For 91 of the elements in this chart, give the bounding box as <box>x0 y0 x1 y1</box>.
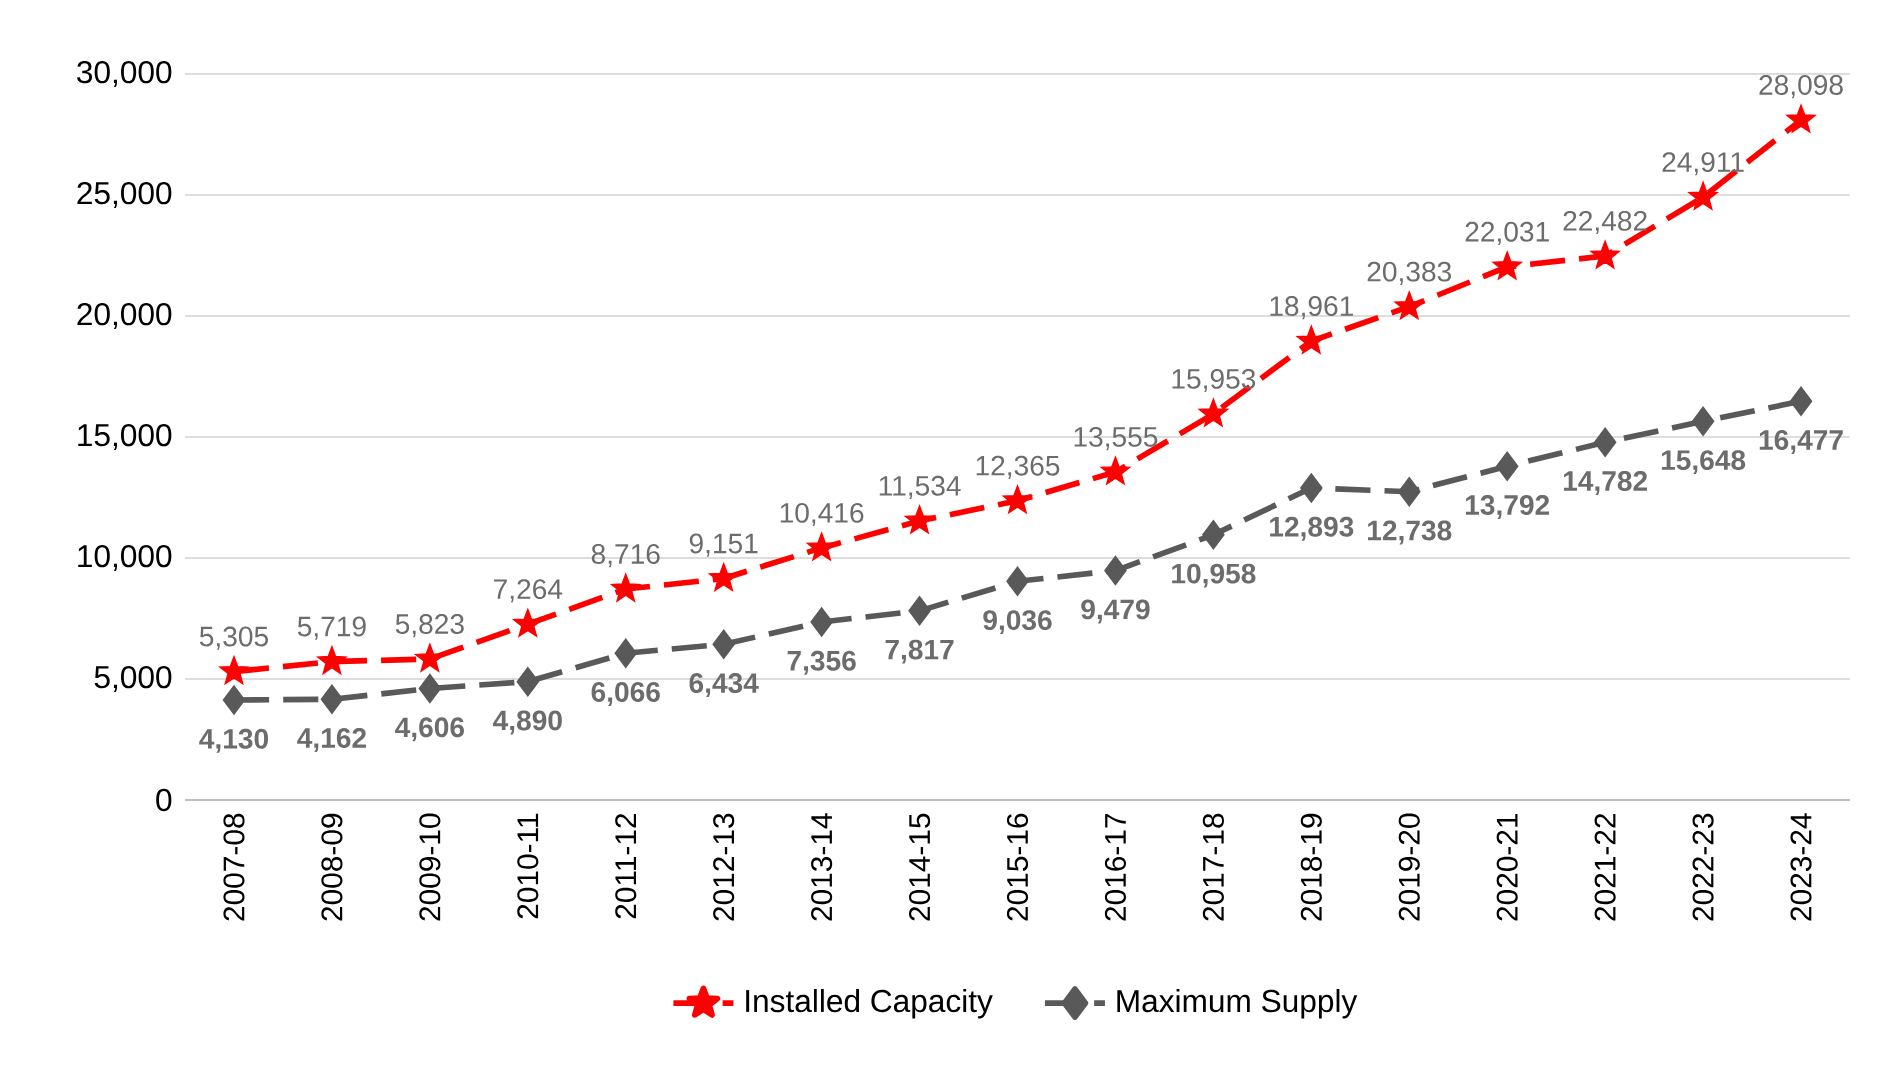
y-tick-label: 30,000 <box>77 60 172 88</box>
x-tick-label: 2010-11 <box>517 813 539 919</box>
data-label: 14,782 <box>1563 471 1647 496</box>
x-tick-label: 2014-15 <box>909 813 931 921</box>
point <box>712 629 735 660</box>
y-tick-label: 0 <box>156 788 172 812</box>
legend-label: Installed Capacity <box>746 988 993 1019</box>
data-label: 5,823 <box>395 614 464 638</box>
data-label: 12,365 <box>976 455 1060 479</box>
data-label: 11,534 <box>879 475 961 500</box>
legend-label: Maximum Supply <box>1117 988 1358 1019</box>
data-label: 20,383 <box>1367 261 1451 285</box>
x-tick-label: 2023-24 <box>1790 813 1812 921</box>
point <box>1100 456 1131 485</box>
y-tick-label: 5,000 <box>94 665 172 693</box>
data-label: 15,953 <box>1172 368 1256 393</box>
data-label: 6,434 <box>689 673 759 698</box>
data-label: 9,479 <box>1081 599 1150 624</box>
data-label: 4,162 <box>297 728 366 753</box>
x-tick-label: 2009-10 <box>419 813 441 921</box>
point <box>1786 104 1816 133</box>
x-tick-label: 2022-23 <box>1692 813 1714 921</box>
data-label: 5,719 <box>297 616 366 640</box>
data-label: 9,151 <box>689 533 758 557</box>
point <box>219 656 249 685</box>
point <box>1198 398 1229 427</box>
point <box>614 638 637 668</box>
data-label: 4,606 <box>395 717 464 742</box>
point <box>611 573 641 602</box>
point <box>1202 520 1225 550</box>
point <box>1002 485 1033 514</box>
x-tick-label: 2008-09 <box>321 813 343 921</box>
x-tick-label: 2021-22 <box>1594 813 1616 921</box>
point <box>1593 427 1617 458</box>
point <box>513 608 543 637</box>
point <box>1590 240 1620 269</box>
point <box>1688 181 1718 210</box>
point <box>1394 291 1425 320</box>
y-tick-label: 20,000 <box>77 302 172 330</box>
x-tick-label: 2007-08 <box>223 813 245 921</box>
point <box>1398 476 1421 507</box>
data-label: 28,098 <box>1759 75 1843 99</box>
x-tick-label: 2016-17 <box>1104 813 1126 921</box>
x-tick-label: 2018-19 <box>1300 813 1322 921</box>
point <box>810 607 833 637</box>
data-label: 7,356 <box>787 650 856 675</box>
x-tick-label: 2011-12 <box>615 813 637 919</box>
data-label: 4,130 <box>199 728 269 753</box>
point <box>1300 473 1323 503</box>
x-tick-label: 2017-18 <box>1202 813 1224 921</box>
point <box>1691 406 1715 437</box>
data-label: 22,031 <box>1465 221 1549 246</box>
y-tick-label: 10,000 <box>78 544 172 572</box>
x-tick-label: 2015-16 <box>1006 813 1029 921</box>
y-tick-label: 25,000 <box>77 181 172 209</box>
x-tick-label: 2020-21 <box>1496 813 1518 921</box>
data-label: 16,477 <box>1759 430 1843 455</box>
data-label: 7,264 <box>494 579 563 603</box>
data-label: 13,792 <box>1465 495 1550 520</box>
point <box>1495 451 1519 481</box>
point <box>1492 251 1522 280</box>
point <box>1789 386 1813 417</box>
data-label: 18,961 <box>1270 296 1353 320</box>
x-tick-label: 2013-14 <box>811 813 833 921</box>
data-label: 9,036 <box>983 610 1052 635</box>
data-label: 24,911 <box>1662 152 1744 176</box>
data-label: 13,555 <box>1074 426 1158 451</box>
data-label: 12,893 <box>1270 516 1354 541</box>
point <box>908 596 931 626</box>
point <box>1006 566 1029 597</box>
data-label: 10,416 <box>780 502 864 527</box>
data-label: 5,305 <box>199 626 268 650</box>
y-tick-label: 15,000 <box>78 423 172 451</box>
point <box>222 685 246 715</box>
point <box>904 505 935 534</box>
point <box>320 684 344 715</box>
data-label: 22,482 <box>1563 210 1647 235</box>
x-tick-label: 2019-20 <box>1398 813 1420 921</box>
data-label: 10,958 <box>1172 563 1256 588</box>
data-label: 7,817 <box>885 639 954 664</box>
point <box>415 643 445 672</box>
point <box>1104 555 1127 586</box>
x-tick-label: 2012-13 <box>713 813 735 921</box>
data-label: 4,890 <box>493 710 562 735</box>
point <box>317 646 347 675</box>
data-label: 12,738 <box>1368 520 1452 545</box>
point <box>418 673 442 704</box>
data-label: 6,066 <box>591 682 660 706</box>
point <box>516 666 540 697</box>
data-label: 15,648 <box>1661 450 1746 475</box>
data-label: 8,716 <box>591 544 660 568</box>
